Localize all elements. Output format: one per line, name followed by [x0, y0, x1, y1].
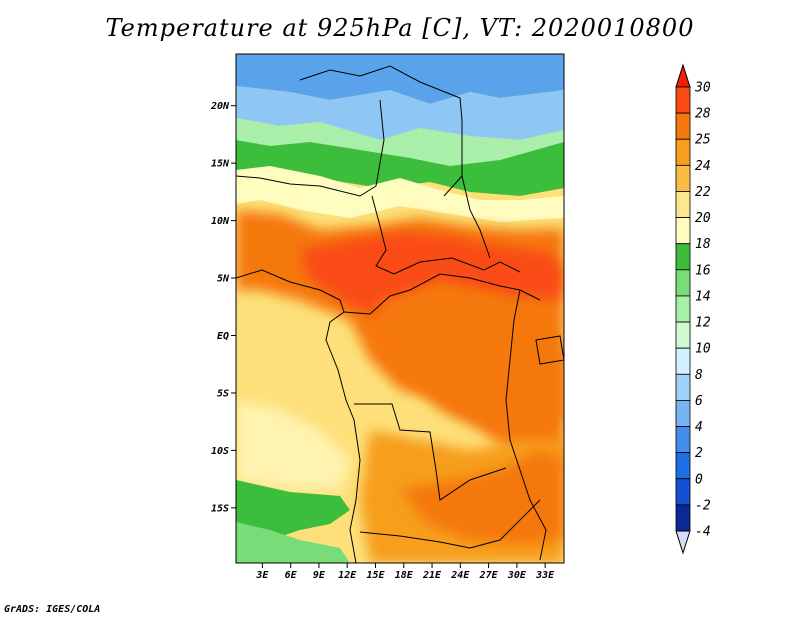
border-central: [371, 195, 521, 275]
border-north: [299, 65, 463, 197]
lon-tick-label: 21E: [422, 570, 442, 581]
lon-tick-label: 3E: [255, 570, 269, 581]
colorbar-bin: [675, 452, 691, 480]
colorbar-bin: [675, 217, 691, 245]
latitude-axis: 20N 15N 10N 5N EQ 5S 10S 15S: [210, 101, 236, 514]
colorbar-label: 0: [695, 472, 703, 487]
lon-tick-label: 27E: [479, 570, 499, 581]
colorbar-bottom-arrow: [675, 530, 691, 555]
lat-tick-label: EQ: [217, 331, 229, 342]
colorbar-label: -4: [695, 525, 711, 540]
coastline: [236, 269, 361, 563]
colorbar-label: 2: [695, 446, 703, 461]
colorbar-label: 12: [695, 316, 711, 331]
colorbar-bin: [675, 400, 691, 427]
lon-tick-label: 15E: [366, 570, 385, 581]
colorbar-top-arrow: [675, 63, 691, 88]
colorbar-bin: [675, 295, 691, 323]
border-drc-east: [505, 289, 521, 471]
colorbar-bin: [675, 478, 691, 506]
lon-tick-label: 6E: [285, 570, 298, 581]
lon-tick-label: 24E: [450, 570, 470, 581]
lon-tick-label: 12E: [338, 570, 357, 581]
colorbar-bin: [675, 347, 691, 375]
colorbar-label: 20: [695, 211, 711, 226]
colorbar-label: 25: [695, 133, 711, 148]
lat-tick-label: 20N: [210, 101, 230, 112]
colorbar-label: 8: [695, 368, 703, 383]
colorbar-bin: [675, 112, 691, 140]
colorbar-bin: [675, 138, 691, 166]
lat-tick-label: 5N: [217, 274, 230, 285]
lon-tick-label: 18E: [395, 570, 414, 581]
border-congo: [343, 273, 541, 315]
field-southwest-light-green: [236, 522, 350, 563]
map-title: Temperature at 925hPa [C], VT: 202001080…: [105, 14, 695, 42]
colorbar-label: 18: [695, 237, 711, 252]
lat-tick-label: 15S: [211, 503, 229, 514]
colorbar-bin: [675, 243, 691, 271]
colorbar-bin: [675, 426, 691, 454]
border-lake-victoria: [535, 335, 564, 365]
colorbar-bin: [675, 373, 691, 401]
colorbar-label: 4: [695, 420, 703, 435]
field-cool-north: [236, 86, 564, 140]
border-angola: [354, 403, 507, 501]
country-borders: [236, 65, 564, 563]
field-cold-north: [236, 54, 564, 104]
field-hot-core: [300, 232, 564, 314]
field-southwest-pale: [236, 400, 350, 490]
lat-tick-label: 5S: [217, 388, 229, 399]
border-west-sahel: [236, 99, 385, 197]
border-east-small: [519, 469, 547, 561]
field-south-hot: [400, 450, 564, 545]
grads-credit: GrADS: IGES/COLA: [4, 604, 101, 615]
lat-tick-label: 15N: [211, 159, 230, 170]
field-pale-north: [236, 166, 564, 222]
colorbar-bin: [675, 191, 691, 218]
colorbar-label: 14: [695, 289, 711, 304]
border-chad-sudan: [461, 175, 491, 259]
colorbar-bin: [675, 504, 691, 532]
colorbar-label: 28: [695, 107, 711, 122]
field-green-north: [236, 140, 564, 196]
colorbar-label: -2: [695, 498, 711, 513]
colorbar-label: 10: [695, 342, 711, 357]
colorbar-bin: [675, 321, 691, 349]
colorbar-bin: [675, 164, 691, 192]
colorbar-bin: [675, 86, 691, 114]
field-mild-north: [236, 118, 564, 176]
lat-tick-label: 10S: [211, 446, 229, 457]
lon-tick-label: 30E: [507, 570, 527, 581]
colorbar-label: 6: [695, 394, 703, 409]
longitude-axis: 3E 6E 9E 12E 15E 18E 21E 24E 27E 30E 33E: [255, 563, 555, 581]
field-orange-mid: [380, 290, 564, 470]
border-south: [359, 499, 541, 549]
lon-tick-label: 9E: [313, 570, 326, 581]
colorbar-label: 24: [695, 159, 711, 174]
colorbar-label: 16: [695, 263, 711, 278]
colorbar-label: 30: [694, 81, 711, 96]
lon-tick-label: 33E: [535, 570, 555, 581]
colorbar-bin: [675, 269, 691, 297]
lat-tick-label: 10N: [211, 216, 230, 227]
map-frame: [235, 53, 565, 564]
colorbar-label: 22: [695, 185, 711, 200]
temperature-field: [236, 54, 564, 563]
